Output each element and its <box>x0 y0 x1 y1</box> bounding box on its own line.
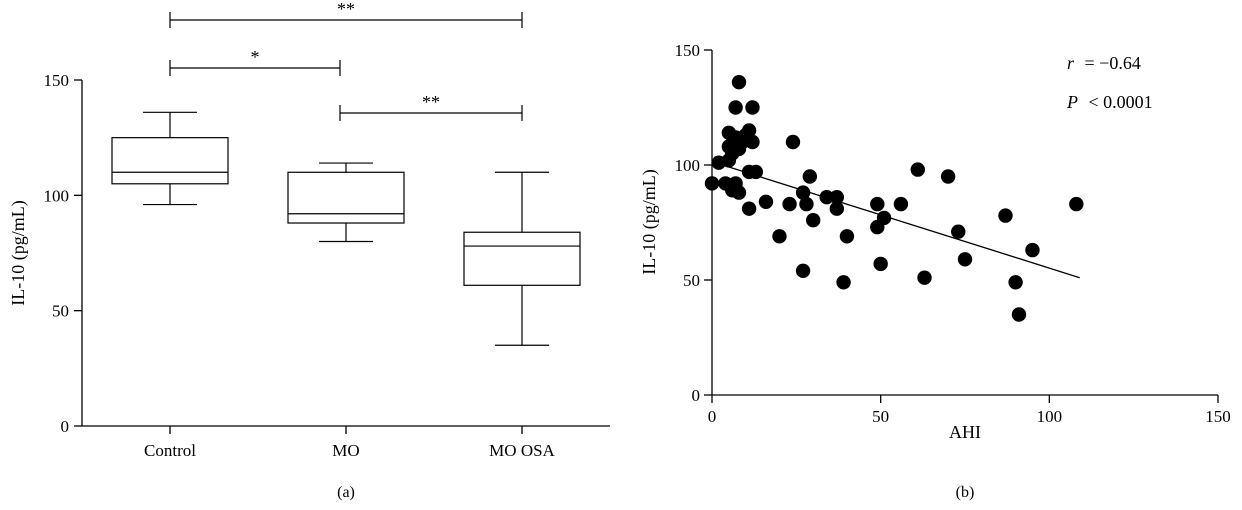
data-point <box>782 196 797 212</box>
data-point <box>893 196 909 212</box>
data-point <box>758 194 774 209</box>
y-tick-label: 50 <box>683 271 700 290</box>
panel-b-x-axis-label: AHI <box>949 422 981 442</box>
data-point <box>795 185 811 200</box>
data-point <box>940 169 956 184</box>
iqr-box <box>111 137 229 185</box>
data-point <box>772 229 787 244</box>
data-point <box>829 201 845 216</box>
data-point <box>829 190 845 205</box>
box-control <box>111 111 229 206</box>
data-point <box>836 275 851 290</box>
x-tick-label: 150 <box>1205 407 1231 426</box>
iqr-box <box>463 231 581 286</box>
panel-b-scatter: 0 50 100 150 0 50 100 150 AHI IL-10 (pg/mL) r … <box>639 41 1231 501</box>
r-label: r <box>1067 53 1075 73</box>
x-tick-label: MO OSA <box>489 441 555 460</box>
data-point <box>839 229 855 244</box>
data-point <box>1069 196 1084 212</box>
data-point <box>873 256 888 272</box>
significance-label: ** <box>337 0 355 19</box>
p-label: P <box>1066 92 1078 112</box>
data-point <box>870 196 885 212</box>
data-point <box>785 134 801 150</box>
data-point <box>745 100 760 115</box>
iqr-box <box>287 171 405 224</box>
data-point <box>910 162 925 177</box>
y-tick-label: 150 <box>675 41 701 60</box>
box-mo <box>287 162 405 243</box>
data-point <box>876 210 892 226</box>
data-point <box>741 123 757 138</box>
y-tick-label: 50 <box>52 302 69 321</box>
data-point <box>1025 242 1040 258</box>
significance-label: * <box>251 47 260 67</box>
data-point <box>806 213 821 228</box>
x-tick-label: Control <box>144 441 196 460</box>
y-tick-label: 150 <box>44 71 70 90</box>
data-point <box>731 75 747 90</box>
regression-line <box>715 162 1080 279</box>
box-mo-osa <box>463 171 581 346</box>
panel-a-y-axis-label: IL-10 (pg/mL) <box>8 200 29 305</box>
data-point <box>731 185 747 200</box>
data-point <box>704 176 720 191</box>
data-point <box>728 100 743 115</box>
data-point <box>998 208 1013 223</box>
y-tick-label: 100 <box>44 186 70 205</box>
y-tick-label: 0 <box>61 417 70 436</box>
significance-label: ** <box>422 92 440 112</box>
panel-a-label: (a) <box>337 484 355 501</box>
data-point <box>1008 275 1023 290</box>
data-point <box>917 270 932 285</box>
significance-bracket: ** <box>339 92 523 121</box>
data-point <box>741 201 757 216</box>
r-value: = −0.64 <box>1085 53 1141 73</box>
y-tick-label: 100 <box>675 156 701 175</box>
x-tick-label: 0 <box>708 407 717 426</box>
x-tick-label: 100 <box>1037 407 1063 426</box>
p-value: < 0.0001 <box>1089 92 1153 112</box>
data-point <box>799 196 814 212</box>
data-point <box>957 252 973 267</box>
correlation-annotation: r = −0.64 <box>1067 53 1141 73</box>
panel-b-label: (b) <box>956 484 975 501</box>
data-point <box>795 263 811 278</box>
significance-bracket: ** <box>169 0 523 28</box>
panel-b-y-axis-label: IL-10 (pg/mL) <box>639 169 660 274</box>
data-point <box>745 134 760 150</box>
x-tick-label: MO <box>332 441 359 460</box>
data-point <box>951 224 966 239</box>
data-point <box>748 164 764 180</box>
x-tick-label: 50 <box>872 407 889 426</box>
y-tick-label: 0 <box>692 386 701 405</box>
significance-bracket: * <box>169 47 341 76</box>
p-value-annotation: P < 0.0001 <box>1066 92 1153 112</box>
data-point <box>819 190 834 205</box>
data-point <box>1011 307 1027 322</box>
data-point <box>802 169 818 184</box>
